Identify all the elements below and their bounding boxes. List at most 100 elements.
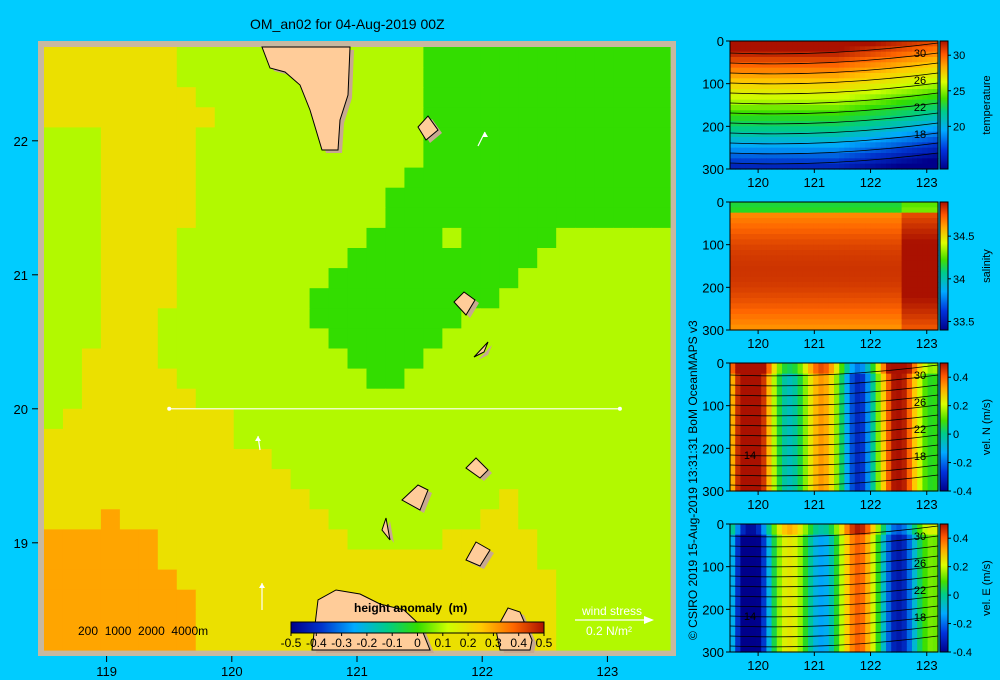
panel-cell <box>823 411 830 417</box>
panel-cell <box>823 395 830 401</box>
panel-cell <box>906 207 913 214</box>
panel-cell <box>828 443 835 449</box>
panel-cell <box>865 83 871 90</box>
panel-cell <box>922 250 929 256</box>
panel-cell <box>776 41 783 47</box>
field-cell <box>157 187 178 209</box>
panel-cell <box>761 432 767 439</box>
panel-cell <box>839 282 845 288</box>
panel-cell <box>818 250 825 256</box>
field-cell <box>347 388 368 410</box>
panel-cell <box>750 57 757 63</box>
panel-cell <box>766 368 773 375</box>
field-cell <box>556 248 576 269</box>
field-cell <box>81 629 102 651</box>
panel-cell <box>896 41 903 47</box>
panel-cell <box>912 62 918 69</box>
field-cell <box>290 167 311 189</box>
panel-cell <box>860 57 866 63</box>
panel-cell <box>766 324 773 331</box>
panel-cell <box>813 443 819 449</box>
panel-cell <box>797 625 804 632</box>
isotherm-contour <box>729 464 939 477</box>
panel-cell <box>740 368 747 375</box>
panel-cell <box>818 534 825 541</box>
panel-cell <box>766 620 773 626</box>
panel-cell <box>802 62 809 69</box>
field-cell <box>195 549 216 571</box>
panel-cell <box>771 83 778 90</box>
panel-cell <box>750 389 757 396</box>
panel-cell <box>927 62 934 69</box>
panel-cell <box>766 57 773 63</box>
panel-cell <box>813 384 819 391</box>
panel-cell <box>896 115 903 122</box>
panel-cell <box>828 588 835 594</box>
panel-cell <box>896 432 903 439</box>
field-cell <box>100 629 121 651</box>
panel-cell <box>906 115 913 122</box>
panel-cell <box>896 556 903 562</box>
panel-cell <box>880 250 887 256</box>
panel-cell <box>730 218 736 224</box>
panel-cell <box>828 534 835 541</box>
field-cell <box>347 127 368 149</box>
panel-cell <box>932 83 939 90</box>
panel-cell <box>730 73 736 79</box>
panel-cell <box>880 105 887 111</box>
panel-cell <box>756 379 762 385</box>
panel-cell <box>745 218 752 224</box>
panel-cell <box>932 303 939 310</box>
field-cell <box>632 569 652 591</box>
panel-cell <box>927 207 934 214</box>
panel-cell <box>875 271 882 278</box>
field-cell <box>499 268 519 289</box>
panel-cell <box>787 625 793 632</box>
field-cell <box>613 87 633 108</box>
panel-cell <box>906 255 913 262</box>
panel-cell <box>787 147 793 154</box>
panel-cell <box>896 319 903 326</box>
field-cell <box>62 268 83 289</box>
panel-cell <box>756 475 762 481</box>
panel-cell <box>886 614 892 621</box>
panel-cell <box>761 260 767 267</box>
colorbar-tick-label: 0.1 <box>434 636 451 650</box>
field-cell <box>81 207 102 229</box>
panel-cell <box>730 373 736 380</box>
panel-cell <box>823 625 830 632</box>
field-cell <box>594 328 614 350</box>
field-cell <box>651 187 671 209</box>
panel-cell <box>761 212 767 219</box>
panel-cell <box>860 405 866 412</box>
panel-cell <box>870 534 877 541</box>
field-cell <box>499 167 519 189</box>
panel-cell <box>740 121 747 127</box>
panel-cell <box>735 287 741 294</box>
panel-cell <box>776 636 783 642</box>
field-cell <box>518 87 538 108</box>
panel-cell <box>922 99 929 106</box>
panel-cell <box>865 400 871 407</box>
panel-y-tick-label: 300 <box>702 484 724 499</box>
panel-cell <box>886 411 892 417</box>
panel-cell <box>730 641 736 648</box>
panel-cell <box>782 529 788 536</box>
panel-cell <box>808 384 814 391</box>
panel-cell <box>932 121 939 127</box>
panel-cell <box>818 228 825 235</box>
panel-cell <box>927 368 934 375</box>
panel-cell <box>844 625 851 632</box>
panel-cell <box>932 453 939 460</box>
panel-cell <box>797 163 804 170</box>
field-cell <box>81 227 102 249</box>
panel-cell <box>792 153 799 159</box>
field-cell <box>290 569 311 591</box>
panel-cell <box>891 395 897 401</box>
panel-cell <box>730 83 736 90</box>
panel-cell <box>792 41 799 47</box>
panel-cell <box>844 147 851 154</box>
field-cell <box>518 408 538 430</box>
land-shadow <box>478 345 492 360</box>
panel-cell <box>834 384 840 391</box>
